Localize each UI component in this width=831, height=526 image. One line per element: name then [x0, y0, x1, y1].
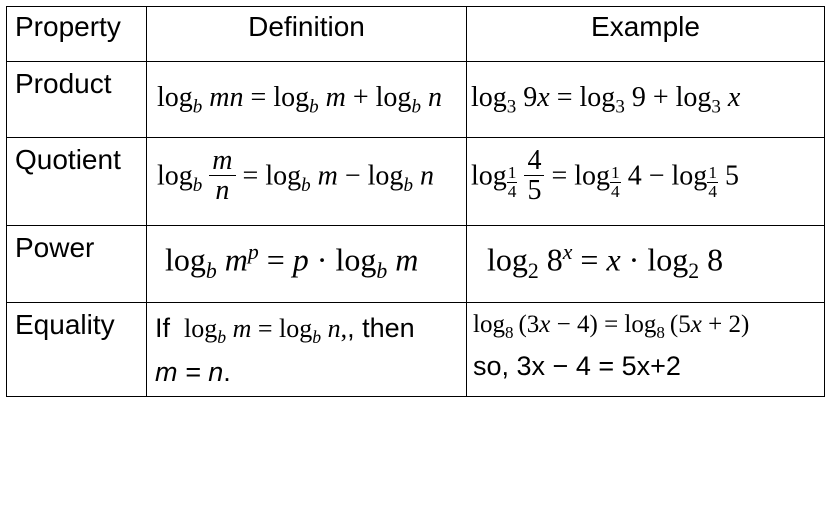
- example-cell: log2 8x = x · log2 8: [467, 226, 825, 303]
- property-label: Equality: [7, 303, 147, 396]
- example-cell: log3 9x = log3 9 + log3 x: [467, 62, 825, 138]
- col-header-definition: Definition: [147, 7, 467, 62]
- property-label: Quotient: [7, 137, 147, 226]
- row-power: Power logb mp = p · logb m log2 8x = x ·…: [7, 226, 825, 303]
- text-if: If: [155, 313, 178, 343]
- text-mn: m = n.: [155, 357, 458, 388]
- definition-cell: logb mn = logb m − logb n: [147, 137, 467, 226]
- text-so: so, 3x − 4 = 5x+2: [473, 351, 816, 382]
- definition-cell: If logb m = logb n,, then m = n.: [147, 303, 467, 396]
- header-row: Property Definition Example: [7, 7, 825, 62]
- definition-cell: logb mp = p · logb m: [147, 226, 467, 303]
- definition-cell: logb mn = logb m + logb n: [147, 62, 467, 138]
- example-cell: log14 45 = log14 4 − log14 5: [467, 137, 825, 226]
- row-quotient: Quotient logb mn = logb m − logb n log14…: [7, 137, 825, 226]
- col-header-property: Property: [7, 7, 147, 62]
- row-equality: Equality If logb m = logb n,, then m = n…: [7, 303, 825, 396]
- text-then: , then: [347, 313, 415, 343]
- row-product: Product logb mn = logb m + logb n log3 9…: [7, 62, 825, 138]
- property-label: Power: [7, 226, 147, 303]
- property-label: Product: [7, 62, 147, 138]
- example-cell: log8 (3x − 4) = log8 (5x + 2) so, 3x − 4…: [467, 303, 825, 396]
- log-properties-table: Property Definition Example Product logb…: [6, 6, 825, 397]
- col-header-example: Example: [467, 7, 825, 62]
